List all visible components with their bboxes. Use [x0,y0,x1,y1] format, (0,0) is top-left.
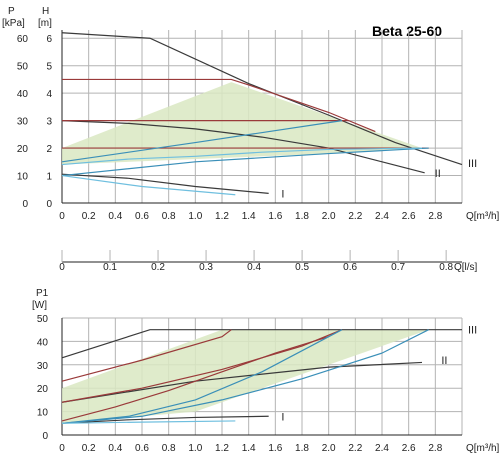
x-tick-label: 2.0 [322,443,336,454]
curve-label: III [468,325,477,337]
series-line-9 [61,147,423,166]
operating-range-area [62,82,422,165]
series-line-0 [61,32,463,166]
flow-axis-tick-label: 0.1 [103,262,117,273]
title-box [362,18,464,44]
x-tick-label: 2.8 [428,211,442,222]
curve-label: I [281,188,284,200]
x-tick-label: 0.2 [82,443,96,454]
x-tick-label: 1.4 [242,443,256,454]
series-line-7 [61,329,429,424]
x-tick-label: 0.4 [108,443,122,454]
x-tick-label: 0.8 [162,211,176,222]
flow-axis-label: Q[l/s] [454,262,478,273]
x-tick-label: 1.0 [188,443,202,454]
x-tick-label: 1.2 [215,211,229,222]
series-line-6 [61,120,343,163]
x-tick-label: 1.8 [295,211,309,222]
x-tick-label: 2.6 [402,443,416,454]
y-axis-unit: [W] [32,300,47,311]
y-axis-label: P1 [36,288,49,299]
x-tick-label: 1.6 [268,443,282,454]
y-axis-unit: [m] [38,18,52,29]
y2-tick-label: 60 [17,34,29,45]
y-axis-label: H [42,6,49,17]
curve-label: III [468,158,477,170]
series-line-2 [61,173,269,194]
y-tick-label: 40 [37,337,49,348]
x-tick-label: 2.0 [322,211,336,222]
series-line-1 [61,361,423,403]
y-tick-label: 50 [37,314,49,325]
series-line-7 [61,147,429,177]
y-tick-label: 1 [46,172,52,183]
series-line-6 [61,329,343,424]
x-tick-label: 0 [59,211,65,222]
series-line-8 [61,174,236,196]
flow-axis-tick-label: 0.7 [391,262,405,273]
x-tick-label: 0.8 [162,443,176,454]
series-line-8 [61,420,236,424]
series-line-3 [62,78,376,133]
x-tick-label: 2.2 [348,443,362,454]
flow-axis-tick-label: 0.5 [295,262,309,273]
y2-tick-label: 40 [17,89,29,100]
y-tick-label: 30 [37,361,49,372]
chart-title: Beta 25-60 [372,23,442,39]
x-tick-label: 0.6 [135,211,149,222]
y-tick-label: 3 [46,117,52,128]
y-tick-label: 4 [46,89,52,100]
y-tick-label: 10 [37,408,49,419]
curve-label: II [435,168,441,180]
x-tick-label: 2.8 [428,443,442,454]
x-tick-label: 1.6 [268,211,282,222]
flow-axis-tick-label: 0.2 [151,262,165,273]
flow-axis-tick-label: 0 [59,262,65,273]
y2-tick-label: 50 [17,62,29,73]
y-tick-label: 0 [46,199,52,210]
series-line-3 [61,329,232,382]
x-axis-label: Q[m³/h] [466,443,500,454]
x-tick-label: 1.8 [295,443,309,454]
y2-tick-label: 30 [17,117,29,128]
y2-tick-label: 20 [17,144,29,155]
x-tick-label: 0 [59,443,65,454]
x-tick-label: 2.2 [348,211,362,222]
y2-tick-label: 0 [22,199,28,210]
y2-tick-label: 10 [17,172,29,183]
flow-axis-tick-label: 0.6 [343,262,357,273]
y-tick-label: 20 [37,384,49,395]
x-tick-label: 1.0 [188,211,202,222]
x-tick-label: 2.4 [375,211,389,222]
x-tick-label: 0.2 [82,211,96,222]
series-line-5 [61,336,329,422]
x-tick-label: 2.6 [402,211,416,222]
flow-axis-tick-label: 0.8 [439,262,453,273]
y-tick-label: 2 [46,144,52,155]
y-tick-label: 6 [46,34,52,45]
flow-axis-tick-label: 0.4 [247,262,261,273]
series-line-0 [61,329,462,359]
x-tick-label: 1.2 [215,443,229,454]
x-tick-label: 0.4 [108,211,122,222]
power-chart: 0 0.2 0.4 0.6 0.8 1.0 1.2 1.4 1.6 1.8 2.0 2.2 2.4 2.6… [32,288,500,454]
flow-ls-axis: 0 0.1 0.2 0.3 0.4 0.5 0.6 0.7 0.8 Q[l/s] [59,250,478,273]
y2-axis-unit: [kPa] [2,18,25,29]
y-tick-label: 0 [42,431,48,442]
curve-label: I [281,411,284,423]
head-chart: 0 0.2 0.4 0.6 0.8 1.0 1.2 1.4 1.6 1.8 2.0 2.2 2.4 2.6… [2,6,500,222]
x-tick-label: 1.4 [242,211,256,222]
series-line-1 [61,120,425,174]
y2-axis-label: P [8,6,15,17]
series-line-2 [61,415,269,424]
x-tick-label: 0.6 [135,443,149,454]
x-axis-label: Q[m³/h] [466,211,500,222]
curve-label: II [441,355,447,367]
y-tick-label: 5 [46,62,52,73]
flow-axis-tick-label: 0.3 [199,262,213,273]
x-tick-label: 2.4 [375,443,389,454]
